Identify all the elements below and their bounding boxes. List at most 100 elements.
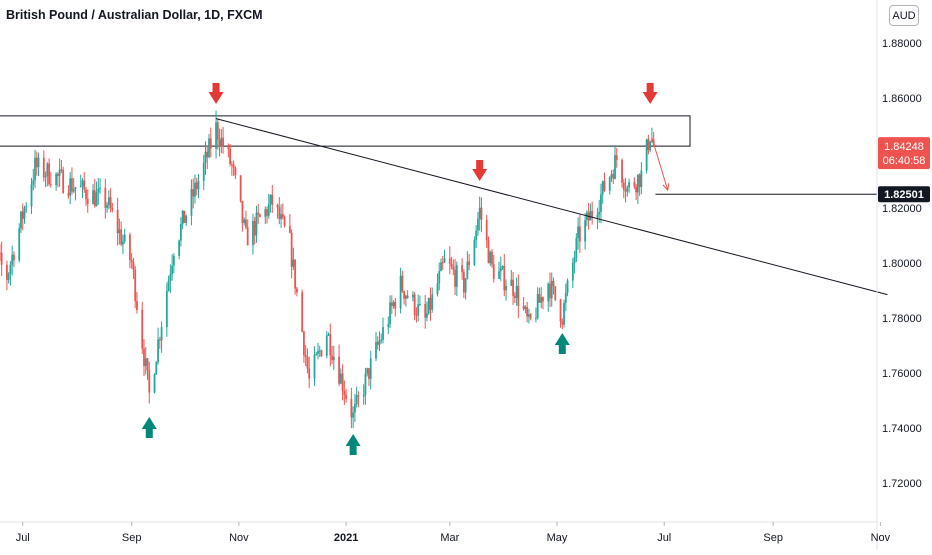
- candle-body: [591, 211, 594, 218]
- candle-body: [30, 184, 33, 207]
- y-tick-label: 1.72000: [882, 478, 922, 490]
- candle-body: [269, 194, 272, 205]
- candle-body: [0, 252, 3, 265]
- candle-body: [92, 190, 94, 205]
- candle-body: [171, 265, 174, 275]
- resistance-zone[interactable]: [0, 115, 691, 147]
- candle-body: [241, 201, 244, 223]
- candle-body: [491, 251, 493, 265]
- candle-body: [547, 283, 550, 302]
- candle-body: [25, 206, 28, 208]
- candle-body: [392, 302, 395, 307]
- candle-body: [411, 294, 414, 298]
- x-tick-label: Mar: [440, 532, 459, 544]
- candle-body: [403, 291, 406, 299]
- candle-body: [645, 139, 648, 171]
- up-arrow-marker[interactable]: [141, 417, 157, 438]
- candle-body: [380, 339, 383, 341]
- candle-body: [288, 225, 291, 233]
- down-arrow-marker[interactable]: [642, 83, 658, 104]
- x-tick-label: Sep: [763, 532, 783, 544]
- candle-body: [564, 292, 567, 303]
- candle-body: [230, 164, 233, 166]
- candle-body: [478, 207, 481, 219]
- currency-badge[interactable]: AUD: [889, 5, 919, 26]
- candle-body: [341, 373, 344, 392]
- candle-body: [283, 217, 286, 226]
- candle-body: [58, 169, 61, 176]
- candle-body: [107, 197, 110, 206]
- candle-body: [48, 163, 50, 185]
- candle-body: [255, 212, 258, 236]
- candle-body: [55, 173, 58, 186]
- candle-body: [369, 358, 372, 379]
- candle-body: [406, 295, 409, 298]
- candle-body: [464, 278, 467, 293]
- candle-body: [21, 211, 24, 219]
- up-arrow-marker[interactable]: [345, 434, 361, 455]
- candle-body: [404, 295, 407, 299]
- candle-body: [267, 204, 270, 216]
- candle-body: [11, 254, 14, 265]
- candle-body: [209, 138, 212, 149]
- candle-body: [600, 194, 602, 212]
- candle-body: [183, 210, 186, 223]
- candle-body: [524, 306, 527, 309]
- candle-body: [498, 271, 500, 279]
- candle-body: [315, 353, 318, 355]
- candle-body: [169, 274, 172, 281]
- candle-body: [13, 254, 15, 261]
- candle-body: [640, 170, 643, 187]
- candle-body: [485, 219, 488, 241]
- candle-body: [271, 194, 274, 205]
- candle-body: [141, 309, 144, 349]
- y-tick-label: 1.82000: [882, 203, 922, 215]
- candle-body: [355, 395, 358, 405]
- candle-body: [234, 167, 237, 176]
- trendline[interactable]: [215, 118, 888, 296]
- candle-body: [42, 157, 45, 178]
- candle-body: [468, 261, 471, 266]
- candle-body: [0, 252, 1, 254]
- candle-body: [376, 341, 379, 345]
- candle-body: [649, 141, 652, 151]
- candle-body: [190, 189, 193, 216]
- candle-body: [368, 368, 370, 379]
- candle-body: [123, 234, 126, 242]
- candle-body: [549, 283, 551, 299]
- candle-body: [513, 295, 516, 298]
- candle-body: [517, 285, 520, 306]
- candle-body: [339, 373, 342, 384]
- candle-body: [573, 257, 576, 263]
- candle-body: [575, 238, 578, 258]
- candle-body: [561, 321, 564, 325]
- candle-body: [9, 264, 12, 275]
- candle-body: [148, 370, 151, 393]
- candle-body: [71, 178, 73, 192]
- candle-body: [431, 294, 434, 310]
- down-arrow-marker[interactable]: [208, 83, 224, 104]
- candle-body: [83, 180, 86, 190]
- candle-body: [18, 228, 21, 261]
- candle-body: [327, 333, 330, 336]
- projection-arrow[interactable]: [651, 137, 669, 191]
- candle-body: [67, 192, 70, 196]
- candle-body: [181, 210, 184, 225]
- candle-body: [440, 262, 442, 272]
- candle-body: [245, 219, 247, 228]
- down-arrow-marker[interactable]: [472, 160, 488, 181]
- x-tick-label: Jul: [16, 532, 30, 544]
- candle-body: [134, 269, 137, 302]
- candle-body: [306, 357, 309, 369]
- candle-body: [536, 293, 539, 319]
- candle-body: [413, 294, 416, 315]
- candle-body: [320, 350, 323, 356]
- candle-body: [304, 355, 307, 358]
- up-arrow-marker[interactable]: [554, 333, 570, 354]
- candle-body: [329, 333, 332, 356]
- candle-body: [633, 182, 636, 187]
- candle-body: [178, 240, 181, 256]
- candle-body: [325, 335, 328, 356]
